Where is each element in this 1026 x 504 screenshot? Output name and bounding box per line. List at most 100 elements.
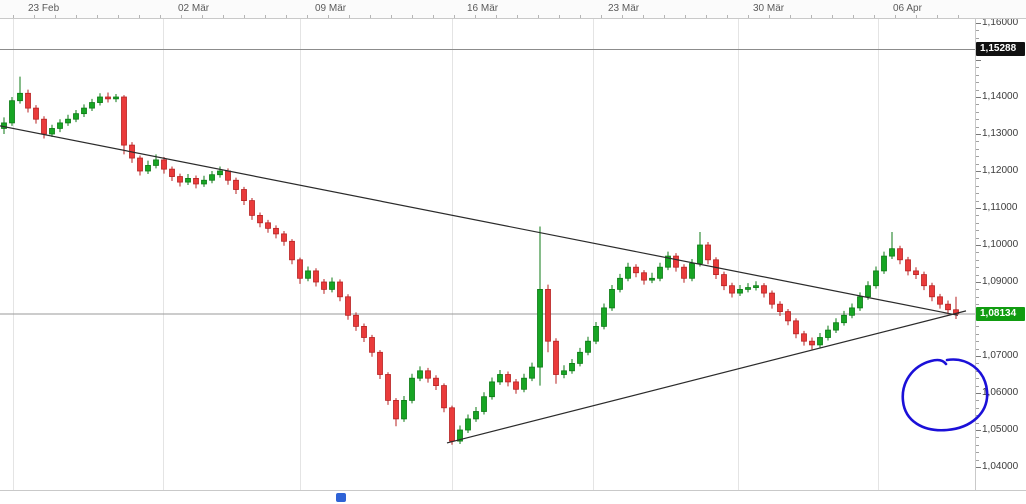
time-axis-tick <box>517 15 518 18</box>
candle <box>65 114 71 126</box>
candlestick-chart <box>0 19 976 490</box>
time-axis-tick <box>832 15 833 18</box>
chart-plot-area[interactable] <box>0 19 976 490</box>
price-axis-label: 1,09000 <box>982 276 1019 287</box>
price-axis-tick <box>976 333 979 335</box>
time-axis-tick <box>454 15 455 18</box>
candle <box>9 97 15 126</box>
candle <box>465 414 471 433</box>
candle <box>697 232 703 267</box>
time-axis-tick <box>790 15 791 18</box>
bottom-bar <box>0 490 1026 504</box>
price-axis-tick <box>976 370 979 372</box>
candle <box>497 370 503 385</box>
price-axis-tick <box>976 126 979 128</box>
time-axis-tick <box>118 15 119 18</box>
candle <box>913 267 919 280</box>
candle <box>209 171 215 184</box>
candle <box>289 239 295 265</box>
price-axis-tick <box>976 282 981 283</box>
price-axis-tick <box>976 97 981 98</box>
candle <box>145 160 151 174</box>
candle <box>361 323 367 342</box>
price-axis-tick <box>976 326 979 328</box>
candle <box>89 98 95 112</box>
candle <box>681 264 687 283</box>
candle <box>201 175 207 187</box>
time-axis-tick <box>622 15 623 18</box>
price-axis-label: 1,11000 <box>982 202 1018 213</box>
price-axis[interactable]: 1,15288 1,08134 1,16000 1,14000 1,13000 1,1… <box>975 17 1026 490</box>
time-axis-tick <box>706 15 707 18</box>
time-axis-tick <box>664 15 665 18</box>
candle <box>665 251 671 271</box>
time-axis[interactable]: 23 Feb 02 Mär 09 Mär 16 Mär 23 Mär 30 Mär 06 A… <box>0 0 1026 19</box>
candle <box>521 373 527 393</box>
candle <box>673 253 679 272</box>
time-axis-tick <box>34 15 35 18</box>
candle <box>265 219 271 233</box>
candle <box>617 273 623 293</box>
price-axis-tick <box>976 200 979 202</box>
candle <box>305 266 311 282</box>
price-axis-tick <box>976 267 979 269</box>
price-axis-label: 1,05000 <box>982 424 1019 435</box>
candle <box>849 303 855 319</box>
candle <box>897 245 903 265</box>
candle <box>49 124 55 137</box>
price-axis-tick <box>976 444 979 446</box>
time-axis-tick <box>307 15 308 18</box>
candle <box>249 198 255 220</box>
price-axis-label: 1,13000 <box>982 128 1019 139</box>
time-axis-tick <box>727 15 728 18</box>
price-axis-label: 1,10000 <box>982 239 1019 250</box>
time-axis-tick <box>223 15 224 18</box>
time-axis-label: 30 Mär <box>753 3 785 14</box>
price-axis-tick <box>976 289 979 291</box>
alert-price-badge[interactable]: 1,15288 <box>976 42 1025 57</box>
price-axis-tick <box>976 430 981 431</box>
time-axis-tick <box>853 15 854 18</box>
candle <box>1 117 7 134</box>
candle <box>489 377 495 400</box>
time-axis-tick <box>265 15 266 18</box>
price-axis-tick <box>976 230 979 232</box>
candle <box>345 294 351 320</box>
candle <box>169 166 175 181</box>
trend-line-descending-resistance[interactable] <box>0 125 959 316</box>
bottom-marker-icon[interactable] <box>336 493 346 502</box>
time-axis-tick <box>202 15 203 18</box>
trend-line-ascending-support[interactable] <box>446 310 967 444</box>
candle <box>233 177 239 194</box>
candle <box>105 92 111 103</box>
candle <box>385 372 391 405</box>
price-axis-tick <box>976 237 979 239</box>
time-axis-label: 06 Apr <box>893 3 922 14</box>
candle <box>561 365 567 379</box>
candle <box>481 392 487 415</box>
time-axis-tick <box>811 15 812 18</box>
price-axis-tick <box>976 30 979 32</box>
candle <box>753 281 759 291</box>
time-axis-label: 16 Mär <box>467 3 499 14</box>
time-axis-tick <box>181 15 182 18</box>
candle <box>505 371 511 387</box>
candle <box>513 378 519 394</box>
candle <box>609 284 615 311</box>
candle <box>337 279 343 302</box>
time-axis-tick <box>244 15 245 18</box>
price-axis-tick <box>976 348 979 350</box>
candle <box>921 271 927 291</box>
price-axis-tick <box>976 393 981 394</box>
price-axis-tick <box>976 67 979 69</box>
time-axis-label: 09 Mär <box>315 3 347 14</box>
candle <box>553 338 559 384</box>
price-axis-tick <box>976 252 979 254</box>
price-axis-tick <box>976 60 981 61</box>
candle <box>737 284 743 297</box>
price-axis-tick <box>976 415 979 417</box>
candle <box>537 226 543 386</box>
candle <box>833 318 839 334</box>
price-axis-tick <box>976 378 979 380</box>
